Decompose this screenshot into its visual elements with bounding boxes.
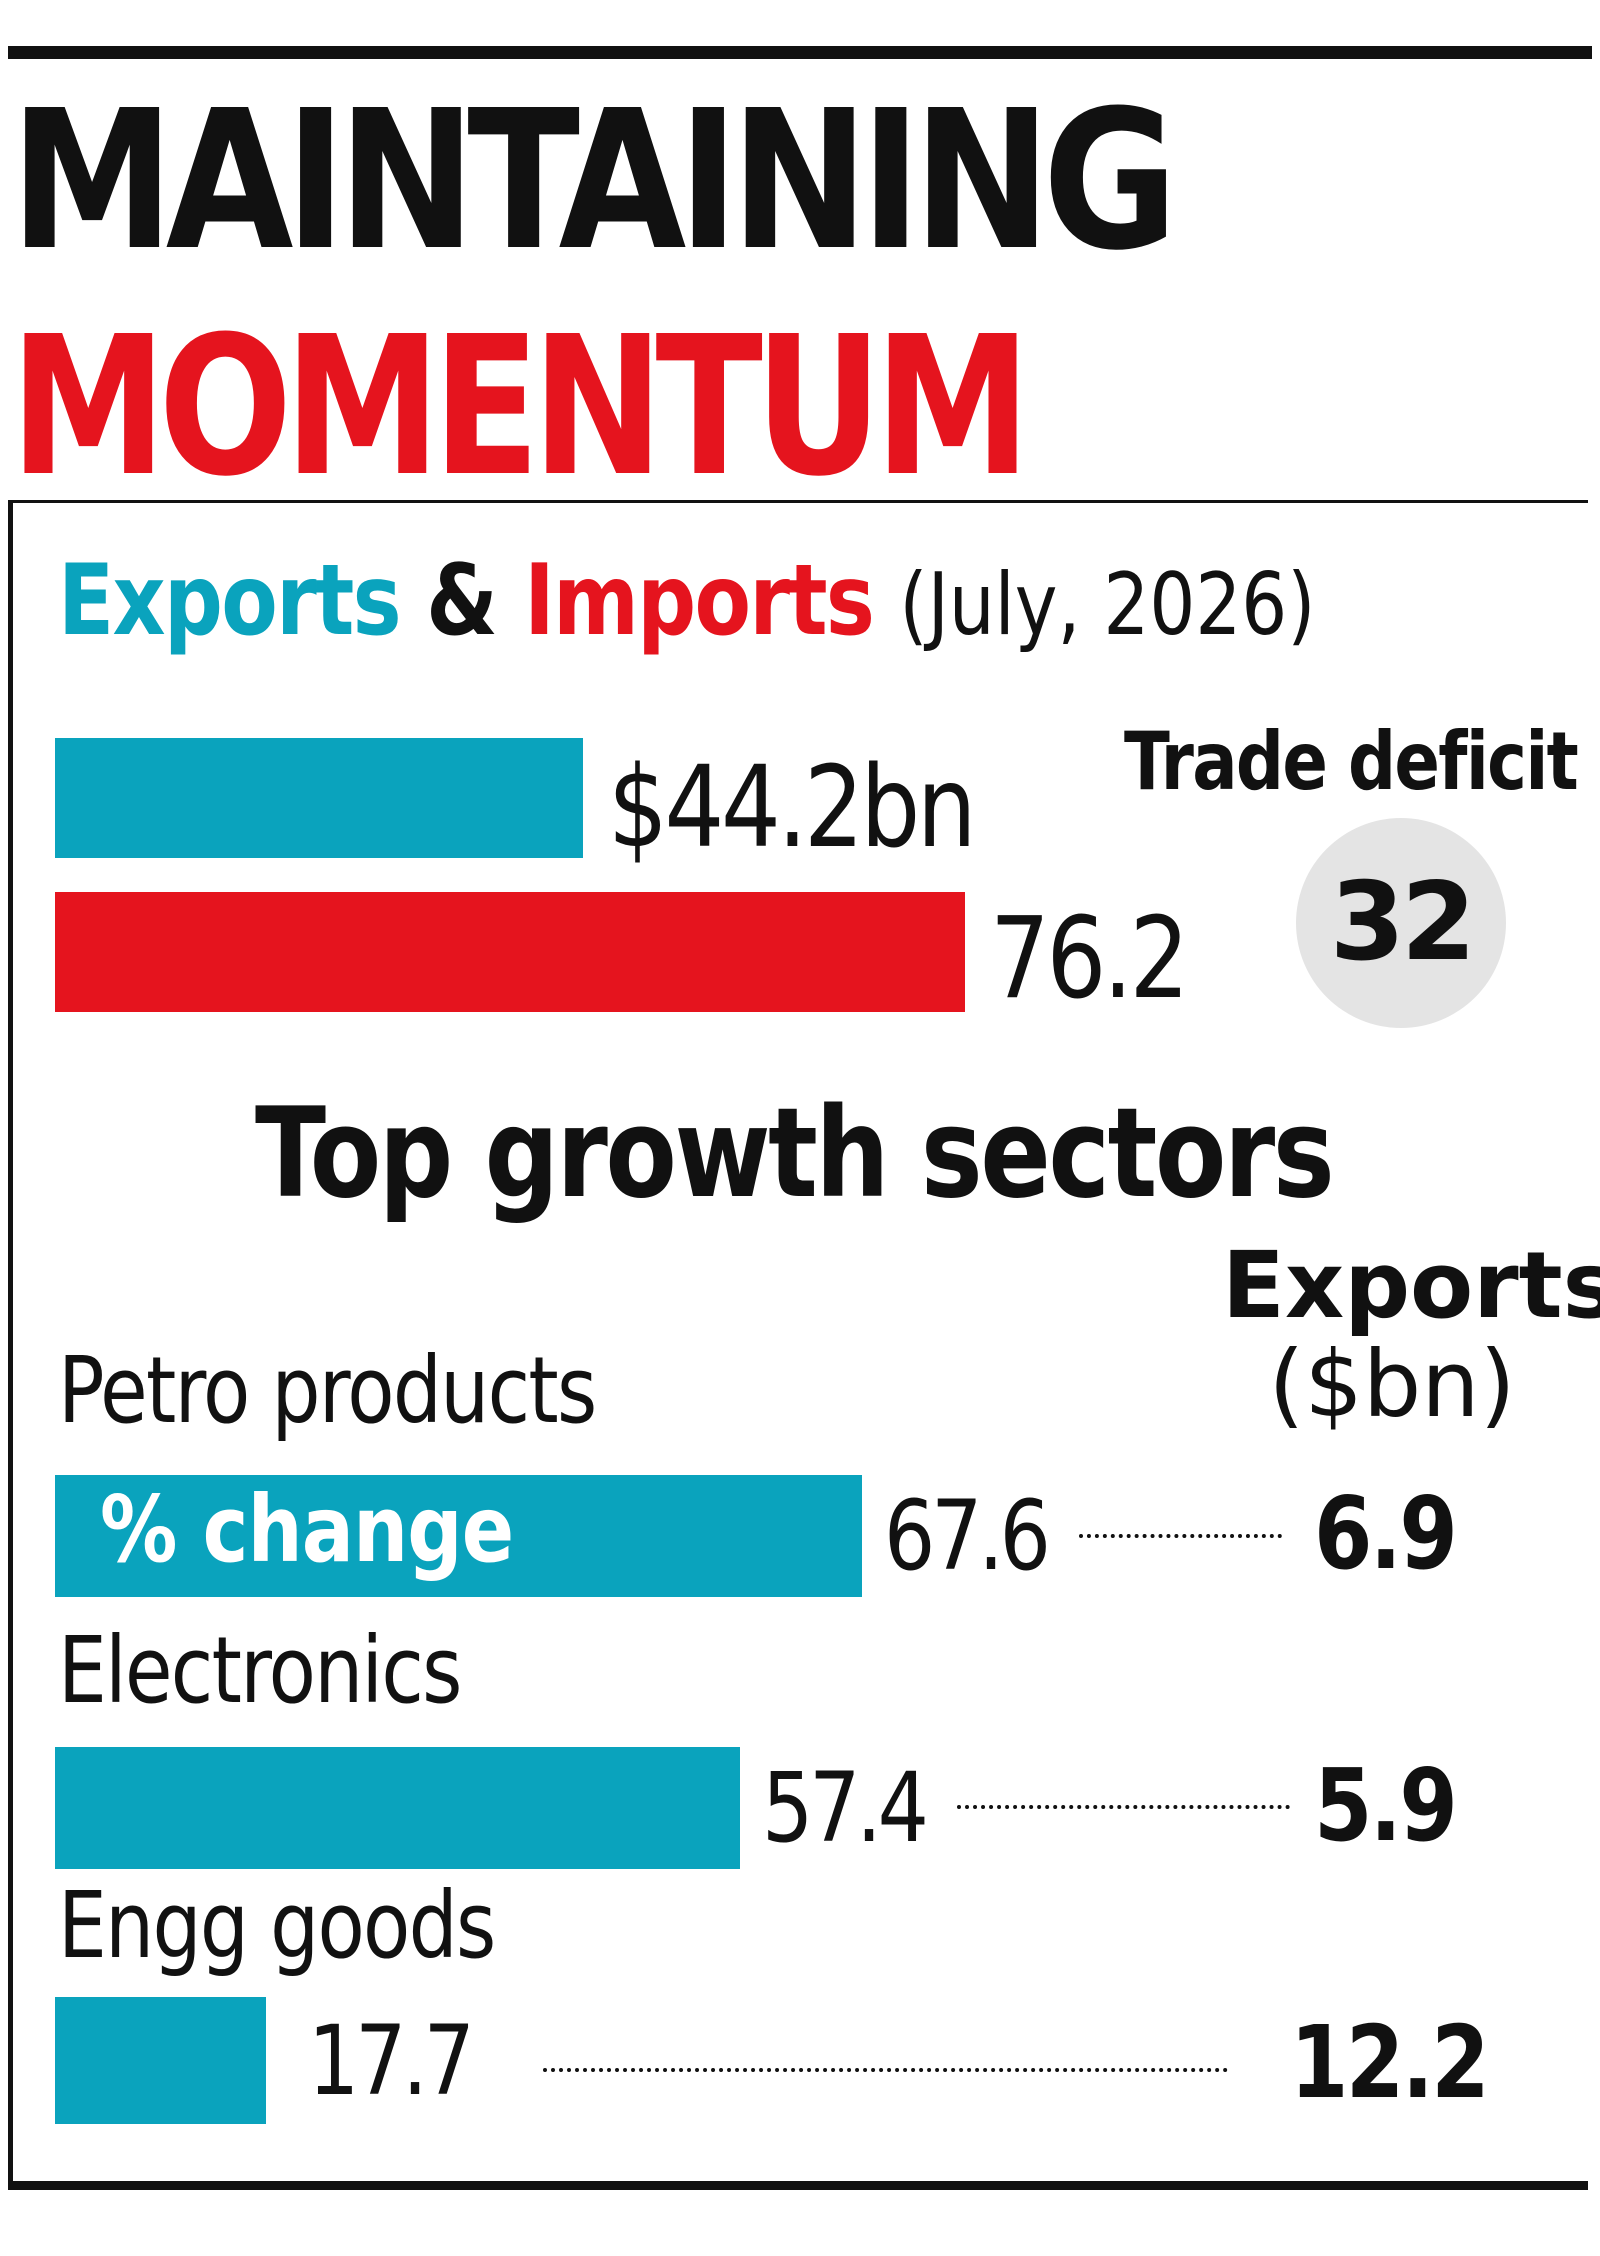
sector-label-petro-products: Petro products bbox=[58, 1337, 597, 1444]
sector-pct-engg-goods: 17.7 bbox=[308, 2005, 475, 2117]
subtitle-exports: Exports bbox=[58, 544, 402, 658]
sector-leader-engg-goods bbox=[543, 2068, 1228, 2072]
chart-subtitle: Exports & Imports (July, 2026) bbox=[58, 552, 1315, 650]
trade-deficit-circle bbox=[1296, 818, 1506, 1028]
headline-highlight: MOMENTUM bbox=[10, 296, 1031, 519]
subtitle-ampersand: & bbox=[426, 544, 498, 658]
pct-change-tag: % change bbox=[100, 1476, 514, 1583]
subtitle-imports: Imports bbox=[524, 544, 875, 658]
sectors-title: Top growth sectors bbox=[255, 1082, 1335, 1226]
sector-bar-petro-products bbox=[55, 1475, 863, 1597]
exports-column-header-line-2: ($bn) bbox=[1268, 1331, 1516, 1439]
sector-exports-engg-goods: 12.2 bbox=[1290, 2004, 1490, 2121]
sector-pct-electronics: 57.4 bbox=[762, 1752, 929, 1864]
exports-value-label: $44.2bn bbox=[607, 743, 977, 873]
sector-label-engg-goods: Engg goods bbox=[58, 1872, 496, 1979]
sector-exports-electronics: 5.9 bbox=[1314, 1747, 1458, 1864]
top-rule bbox=[8, 46, 1592, 59]
sector-label-electronics: Electronics bbox=[58, 1617, 462, 1724]
sector-bar-engg-goods bbox=[55, 1997, 267, 2124]
sector-leader-electronics bbox=[957, 1805, 1290, 1809]
headline-title: MAINTAINING bbox=[10, 70, 1178, 293]
imports-bar bbox=[55, 892, 965, 1012]
imports-value-label: 76.2 bbox=[990, 894, 1189, 1024]
trade-deficit-label: Trade deficit bbox=[1124, 715, 1579, 808]
trade-deficit-value: 32 bbox=[1329, 860, 1476, 985]
exports-bar bbox=[55, 738, 583, 858]
chart-panel-frame bbox=[8, 500, 1588, 2190]
exports-column-header: Exports ($bn) bbox=[1222, 1232, 1600, 1439]
sector-bar-electronics bbox=[55, 1747, 741, 1869]
sector-pct-petro-products: 67.6 bbox=[884, 1480, 1051, 1592]
exports-column-header-line-1: Exports bbox=[1222, 1232, 1600, 1339]
sector-leader-petro-products bbox=[1079, 1534, 1282, 1538]
sector-exports-petro-products: 6.9 bbox=[1314, 1475, 1458, 1592]
subtitle-period: (July, 2026) bbox=[899, 555, 1316, 655]
